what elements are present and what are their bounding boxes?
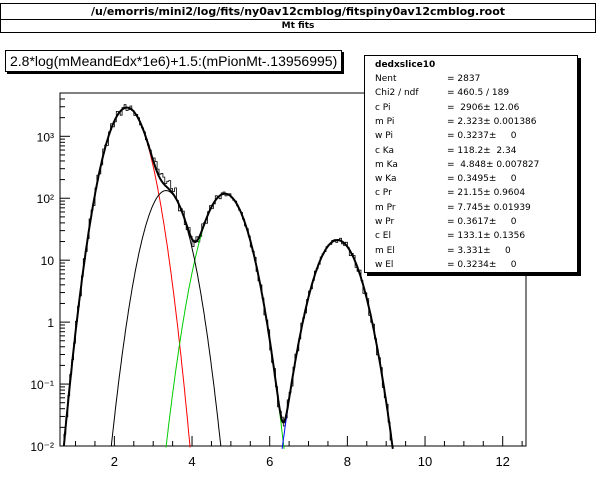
- stats-name: dedxslice10: [375, 60, 436, 70]
- stats-value: = 2906± 12.06: [447, 102, 520, 113]
- stats-value: = 2.323± 0.001386: [447, 116, 537, 127]
- y-tick-label: 10⁻¹: [30, 378, 54, 392]
- component-curve-c-el: [110, 189, 222, 447]
- stats-row: w El = 0.3234± 0: [375, 258, 516, 272]
- x-tick-label: 6: [266, 454, 273, 469]
- stats-label: c Pi: [375, 102, 391, 113]
- stats-label: c Pr: [375, 188, 392, 199]
- stats-box[interactable]: dedxslice10 Nent = 2837 Chi2 / ndf = 460.5 …: [364, 55, 578, 273]
- stats-value: = 118.2± 2.34: [447, 145, 517, 156]
- stats-row: m El = 3.331± 0: [375, 244, 511, 258]
- stats-value: = 0.3495± 0: [447, 174, 517, 185]
- x-tick-label: 8: [344, 454, 351, 469]
- stats-value: = 7.745± 0.01939: [447, 202, 531, 213]
- stats-label: w Pi: [375, 131, 393, 142]
- stats-label: w El: [375, 259, 394, 270]
- stats-row: Chi2 / ndf = 460.5 / 189: [375, 86, 509, 100]
- stats-row: c Ka = 118.2± 2.34: [375, 144, 516, 158]
- y-tick-label: 10⁻²: [30, 440, 54, 454]
- stats-value: = 21.15± 0.9604: [447, 188, 526, 199]
- stats-label: Nent: [375, 74, 397, 84]
- stats-label: w Ka: [375, 174, 397, 185]
- x-tick-label: 12: [495, 454, 509, 469]
- x-tick-label: 4: [188, 454, 195, 469]
- stats-value: = 460.5 / 189: [447, 88, 510, 99]
- total-fit-curve: [62, 106, 394, 449]
- stats-label: m El: [375, 245, 395, 256]
- stats-row: w Pr = 0.3617± 0: [375, 215, 516, 229]
- stats-value: = 0.3237± 0: [447, 131, 517, 142]
- stats-row: m Pi = 2.323± 0.001386: [375, 115, 537, 129]
- y-tick-label: 10²: [37, 192, 54, 206]
- stats-label: m Pr: [375, 202, 396, 213]
- x-tick-label: 10: [418, 454, 432, 469]
- data-histogram: [60, 104, 396, 447]
- stats-row: c El = 133.1± 0.1356: [375, 229, 525, 243]
- stats-value: = 133.1± 0.1356: [447, 231, 526, 242]
- stats-value: = 3.331± 0: [447, 245, 511, 256]
- draw-expression[interactable]: 2.8*log(mMeandEdx*1e6)+1.5:(mPionMt-.139…: [5, 50, 343, 72]
- y-tick-label: 1: [47, 316, 54, 330]
- stats-value: = 4.848± 0.007827: [447, 159, 540, 170]
- stats-label: m Pi: [375, 116, 395, 127]
- x-tick-label: 2: [111, 454, 118, 469]
- stats-value: = 2837: [447, 74, 481, 84]
- stats-row: w Pi = 0.3237± 0: [375, 129, 516, 143]
- stats-label: m Ka: [375, 159, 398, 170]
- stats-label: Chi2 / ndf: [375, 88, 419, 99]
- stats-value: = 0.3617± 0: [447, 217, 517, 227]
- stats-row: c Pr = 21.15± 0.9604: [375, 186, 525, 200]
- stats-row: c Pi = 2906± 12.06: [375, 101, 519, 115]
- y-tick-label: 10: [41, 254, 55, 268]
- stats-label: c El: [375, 231, 391, 242]
- y-tick-label: 10³: [37, 130, 54, 144]
- plot-marks: [60, 104, 396, 449]
- stats-row: w Ka = 0.3495± 0: [375, 172, 516, 186]
- stats-row: m Ka = 4.848± 0.007827: [375, 158, 539, 172]
- stats-value: = 0.3234± 0: [447, 259, 517, 270]
- stats-row: m Pr = 7.745± 0.01939: [375, 201, 531, 215]
- stats-label: w Pr: [375, 217, 395, 227]
- stats-row: Nent = 2837: [375, 72, 480, 86]
- stats-label: c Ka: [375, 145, 395, 156]
